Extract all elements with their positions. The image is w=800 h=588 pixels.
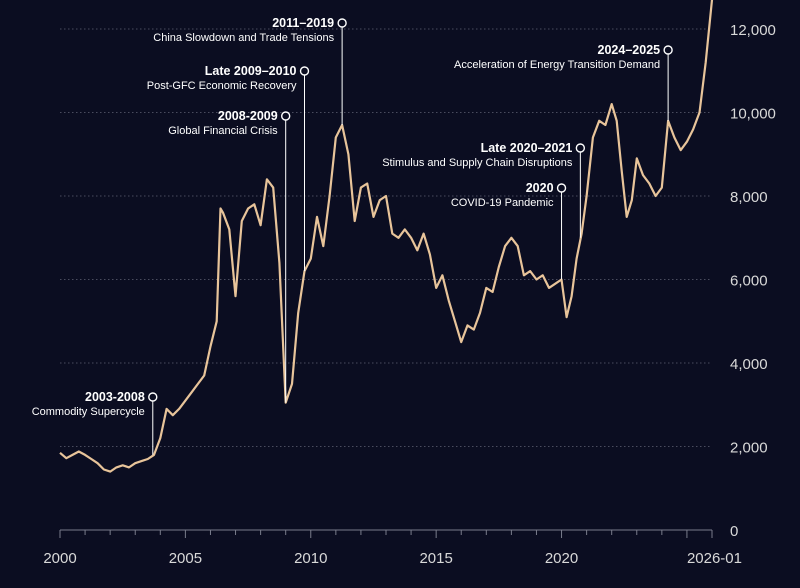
annotation-marker <box>148 392 158 402</box>
x-tick-label: 2026-01 <box>687 550 742 567</box>
y-tick-label: 2,000 <box>730 440 768 457</box>
y-axis-ticks: 0 2,000 4,000 6,000 8,000 10,000 12,000 <box>730 22 776 540</box>
series-layer <box>59 0 714 473</box>
x-tick-label: 2005 <box>169 550 202 567</box>
annotation-marker <box>280 111 291 121</box>
annotation-marker <box>337 18 347 28</box>
annotation-period: 2011–2019 <box>272 16 334 30</box>
annotation-label: Acceleration of Energy Transition Demand <box>454 59 660 71</box>
annotation-period: 2020 <box>526 181 554 195</box>
gridlines <box>60 28 712 447</box>
annotation-marker <box>299 66 310 76</box>
series-line <box>59 0 714 473</box>
annotation-marker <box>663 45 673 55</box>
annotation-marker <box>556 183 567 193</box>
annotation-marker <box>575 143 586 153</box>
x-tick-label: 2015 <box>419 550 452 567</box>
y-tick-label: 0 <box>730 523 738 540</box>
y-tick-label: 10,000 <box>730 106 776 123</box>
annotation-period: 2024–2025 <box>598 43 661 57</box>
annotation-label: Post-GFC Economic Recovery <box>147 80 297 92</box>
annotation-period: 2003-2008 <box>85 390 145 404</box>
annotations-layer: 2003-2008 Commodity Supercycle 2008-2009 Gl… <box>32 16 673 455</box>
x-axis: 2000 2005 2010 2015 2020 2026-01 <box>43 529 742 567</box>
annotation-period: Late 2009–2010 <box>205 64 297 78</box>
y-tick-label: 12,000 <box>730 22 776 39</box>
x-tick-label: 2020 <box>545 550 578 567</box>
y-tick-label: 4,000 <box>730 356 768 373</box>
annotation-label: Stimulus and Supply Chain Disruptions <box>382 157 573 169</box>
annotation-period: Late 2020–2021 <box>481 141 573 155</box>
annotation-label: China Slowdown and Trade Tensions <box>153 32 334 44</box>
annotation-label: Commodity Supercycle <box>32 406 145 418</box>
annotation-label: COVID-19 Pandemic <box>451 197 554 209</box>
annotation-label: Global Financial Crisis <box>168 125 278 137</box>
y-tick-label: 6,000 <box>730 273 768 290</box>
y-tick-label: 8,000 <box>730 189 768 206</box>
x-tick-label: 2000 <box>43 550 76 567</box>
annotation-period: 2008-2009 <box>218 109 278 123</box>
x-tick-label: 2010 <box>294 550 327 567</box>
